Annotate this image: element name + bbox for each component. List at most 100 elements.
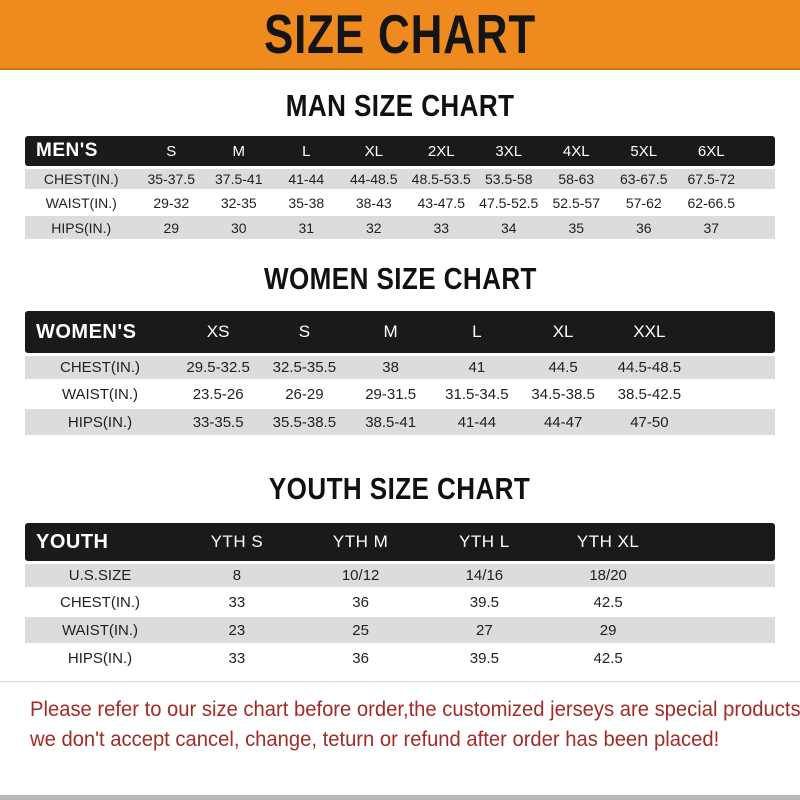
row-filler-cell [670,645,775,673]
banner-title: SIZE CHART [264,2,536,65]
size-value-cell: 27 [422,617,547,645]
size-value-cell: 32 [340,216,408,241]
measurement-row: WAIST(IN.) 23.5-26 26-29 29-31.5 31.5-34.5 34… [25,381,775,409]
size-value-cell: 38.5-42.5 [606,381,693,409]
measurement-row: HIPS(IN.) 29 30 31 32 33 34 35 36 37 [25,216,775,241]
size-column-header: 2XL [407,136,475,166]
table-title-cell: YOUTH [25,523,175,561]
size-column-header: XL [520,311,607,353]
size-value-cell: 38 [347,353,434,381]
row-label-cell: HIPS(IN.) [25,409,175,437]
size-value-cell: 47-50 [606,409,693,437]
size-value-cell: 31.5-34.5 [433,381,520,409]
row-label-cell: HIPS(IN.) [25,645,175,673]
size-value-cell: 34.5-38.5 [520,381,607,409]
size-value-cell: 29 [137,216,205,241]
size-value-cell: 39.5 [422,589,547,617]
size-header-row: YOUTH YTH S YTH M YTH L YTH XL [25,523,775,561]
order-disclaimer: Please refer to our size chart before or… [30,694,800,754]
youth-section-heading: YOUTH SIZE CHART [0,471,800,507]
row-label-cell: WAIST(IN.) [25,381,175,409]
measurement-row: HIPS(IN.) 33-35.5 35.5-38.5 38.5-41 41-44 44-… [25,409,775,437]
size-column-header: XXL [606,311,693,353]
size-column-header: L [272,136,340,166]
row-filler-cell [692,409,775,437]
size-value-cell: 14/16 [422,561,547,589]
size-column-header: M [347,311,434,353]
size-value-cell: 35.5-38.5 [261,409,348,437]
header-filler-cell [670,523,775,561]
size-value-cell: 43-47.5 [407,191,475,216]
men-size-table: MEN'S S M L XL 2XL 3XL 4XL 5XL 6XL CHEST(IN.) 35-37… [25,136,775,241]
measurement-row: CHEST(IN.) 29.5-32.5 32.5-35.5 38 41 44.5 44.5… [25,353,775,381]
size-value-cell: 10/12 [298,561,423,589]
section-men: MAN SIZE CHART MEN'S S M L XL 2XL 3XL 4XL 5XL 6XL… [0,88,800,241]
section-youth: YOUTH SIZE CHART YOUTH YTH S YTH M YTH L YTH… [0,471,800,673]
section-women: WOMEN SIZE CHART WOMEN'S XS S M L XL XXL CHEST(… [0,261,800,437]
size-value-cell: 62-66.5 [677,191,745,216]
size-value-cell: 18/20 [546,561,670,589]
size-value-cell: 8 [175,561,299,589]
size-value-cell: 32.5-35.5 [261,353,348,381]
size-value-cell: 29-32 [137,191,205,216]
youth-size-table: YOUTH YTH S YTH M YTH L YTH XL U.S.SIZE 8 10/12… [25,523,775,673]
size-header-row: MEN'S S M L XL 2XL 3XL 4XL 5XL 6XL [25,136,775,166]
women-section-heading: WOMEN SIZE CHART [0,261,800,297]
row-label-cell: CHEST(IN.) [25,589,175,617]
size-value-cell: 44.5-48.5 [606,353,693,381]
size-value-cell: 36 [298,589,423,617]
size-column-header: M [205,136,273,166]
size-value-cell: 41 [433,353,520,381]
size-value-cell: 25 [298,617,423,645]
size-column-header: YTH M [298,523,423,561]
row-label-cell: WAIST(IN.) [25,191,138,216]
size-column-header: 5XL [610,136,678,166]
size-value-cell: 23 [175,617,299,645]
youth-section-heading-text: YOUTH SIZE CHART [269,471,531,506]
size-value-cell: 33 [175,645,299,673]
disclaimer-line-1: Please refer to our size chart before or… [30,697,800,721]
row-filler-cell [745,166,775,191]
men-section-heading: MAN SIZE CHART [0,88,800,124]
header-filler-cell [692,311,775,353]
size-value-cell: 47.5-52.5 [475,191,543,216]
size-column-header: 4XL [542,136,610,166]
measurement-row: CHEST(IN.) 33 36 39.5 42.5 [25,589,775,617]
measurement-row: CHEST(IN.) 35-37.5 37.5-41 41-44 44-48.5 48.5… [25,166,775,191]
size-value-cell: 29 [546,617,670,645]
size-value-cell: 31 [272,216,340,241]
row-filler-cell [670,561,775,589]
size-value-cell: 36 [610,216,678,241]
size-value-cell: 58-63 [542,166,610,191]
men-section-heading-text: MAN SIZE CHART [285,88,515,123]
measurement-row: WAIST(IN.) 29-32 32-35 35-38 38-43 43-47.5 47.… [25,191,775,216]
size-value-cell: 35-38 [272,191,340,216]
size-value-cell: 34 [475,216,543,241]
size-value-cell: 29-31.5 [347,381,434,409]
size-value-cell: 53.5-58 [475,166,543,191]
size-column-header: 6XL [677,136,745,166]
size-value-cell: 44.5 [520,353,607,381]
row-filler-cell [745,191,775,216]
row-label-cell: CHEST(IN.) [25,353,175,381]
size-column-header: 3XL [475,136,543,166]
measurement-row: WAIST(IN.) 23 25 27 29 [25,617,775,645]
size-column-header: S [137,136,205,166]
size-column-header: YTH S [175,523,299,561]
footer-divider [0,681,800,682]
size-column-header: L [433,311,520,353]
size-header-row: WOMEN'S XS S M L XL XXL [25,311,775,353]
size-column-header: XL [340,136,408,166]
size-value-cell: 36 [298,645,423,673]
row-filler-cell [670,589,775,617]
row-filler-cell [745,216,775,241]
size-column-header: YTH L [422,523,547,561]
measurement-row: U.S.SIZE 8 10/12 14/16 18/20 [25,561,775,589]
size-value-cell: 37.5-41 [205,166,273,191]
header-filler-cell [745,136,775,166]
size-value-cell: 38-43 [340,191,408,216]
size-column-header: YTH XL [546,523,670,561]
size-value-cell: 33 [175,589,299,617]
size-value-cell: 32-35 [205,191,273,216]
row-label-cell: WAIST(IN.) [25,617,175,645]
